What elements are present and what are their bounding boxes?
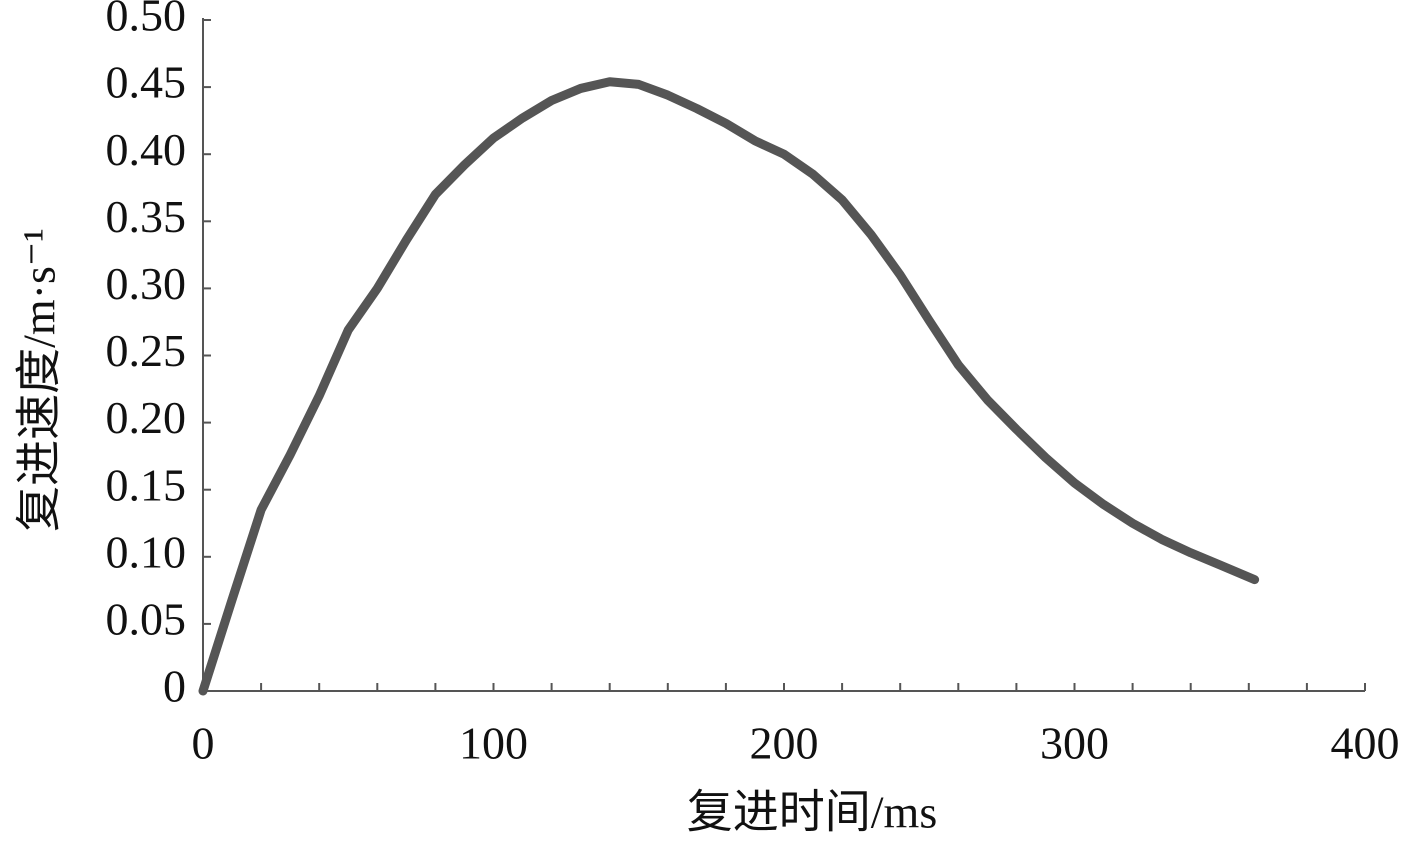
- y-tick-label: 0.35: [106, 191, 187, 242]
- y-tick-label: 0.20: [106, 392, 187, 443]
- y-tick-label: 0.05: [106, 593, 187, 644]
- x-tick-label: 400: [1331, 718, 1400, 769]
- x-tick-label: 200: [750, 718, 819, 769]
- y-tick-label: 0.40: [106, 124, 187, 175]
- y-tick-label: 0.50: [106, 0, 187, 41]
- y-tick-label: 0.25: [106, 325, 187, 376]
- x-tick-label: 0: [192, 718, 215, 769]
- y-tick-label: 0.45: [106, 57, 187, 108]
- x-tick-label: 100: [459, 718, 528, 769]
- data-line: [198, 77, 1260, 696]
- x-axis-label: 复进时间/ms: [687, 787, 937, 838]
- y-axis-label: 复进速度/m·s⁻¹: [14, 228, 65, 532]
- y-tick-label: 0: [163, 661, 186, 712]
- y-tick-label: 0.30: [106, 258, 187, 309]
- y-tick-label: 0.15: [106, 459, 187, 510]
- x-tick-label: 300: [1040, 718, 1109, 769]
- y-tick-label: 0.10: [106, 526, 187, 577]
